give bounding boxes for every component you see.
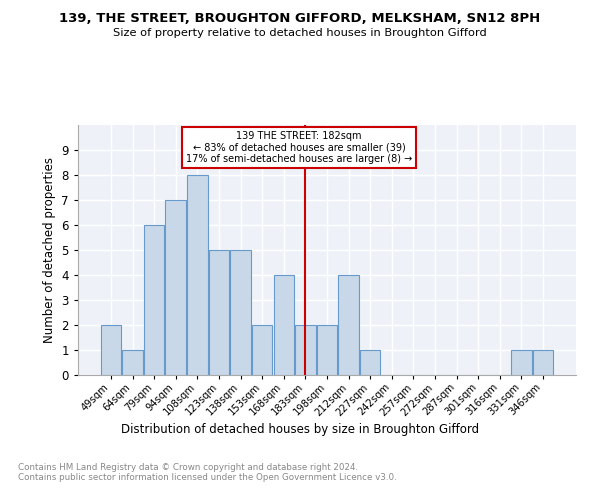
Text: Distribution of detached houses by size in Broughton Gifford: Distribution of detached houses by size … <box>121 422 479 436</box>
Bar <box>122 350 143 375</box>
Text: Size of property relative to detached houses in Broughton Gifford: Size of property relative to detached ho… <box>113 28 487 38</box>
Bar <box>209 250 229 375</box>
Bar <box>295 325 316 375</box>
Y-axis label: Number of detached properties: Number of detached properties <box>43 157 56 343</box>
Bar <box>230 250 251 375</box>
Bar <box>187 175 208 375</box>
Text: 139 THE STREET: 182sqm
← 83% of detached houses are smaller (39)
17% of semi-det: 139 THE STREET: 182sqm ← 83% of detached… <box>186 131 412 164</box>
Bar <box>252 325 272 375</box>
Bar <box>533 350 553 375</box>
Bar <box>317 325 337 375</box>
Bar <box>166 200 186 375</box>
Bar <box>101 325 121 375</box>
Bar <box>144 225 164 375</box>
Text: 139, THE STREET, BROUGHTON GIFFORD, MELKSHAM, SN12 8PH: 139, THE STREET, BROUGHTON GIFFORD, MELK… <box>59 12 541 26</box>
Bar <box>360 350 380 375</box>
Bar <box>274 275 294 375</box>
Bar <box>511 350 532 375</box>
Text: Contains HM Land Registry data © Crown copyright and database right 2024.
Contai: Contains HM Land Registry data © Crown c… <box>18 462 397 482</box>
Bar <box>338 275 359 375</box>
